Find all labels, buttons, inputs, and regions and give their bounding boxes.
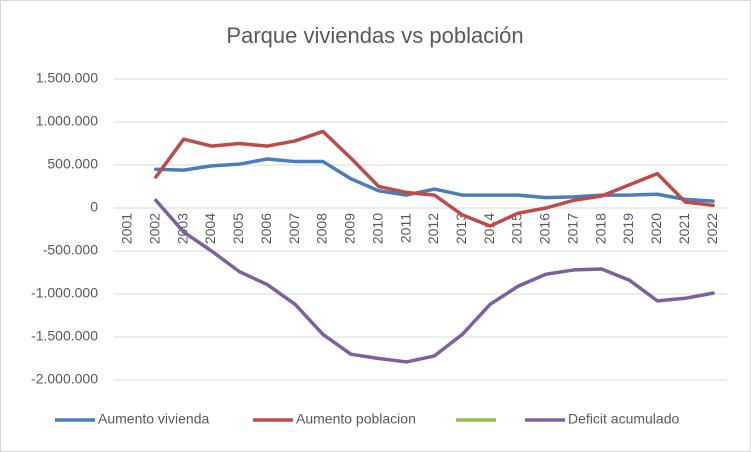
x-tick-label: 2006: [258, 213, 274, 244]
chart-title: Parque viviendas vs población: [226, 23, 523, 48]
legend-label: Aumento poblacion: [296, 411, 416, 427]
x-tick-label: 2014: [481, 213, 497, 244]
series-line: [154, 129, 715, 228]
x-tick-label: 2012: [425, 213, 441, 244]
x-tick-label: 2011: [397, 213, 413, 243]
y-tick-label: 1.500.000: [36, 70, 98, 86]
x-tick-label: 2001: [119, 213, 135, 244]
x-tick-label: 2016: [537, 213, 553, 244]
x-tick-label: 2005: [230, 213, 246, 244]
series-line: [154, 198, 715, 364]
y-tick-label: -1.000.000: [31, 285, 98, 301]
x-tick-label: 2002: [146, 213, 162, 244]
y-tick-label: 0: [90, 199, 98, 215]
x-tick-label: 2013: [453, 213, 469, 244]
legend-label: Deficit acumulado: [568, 411, 679, 427]
y-tick-label: -500.000: [43, 242, 98, 258]
x-tick-label: 2018: [592, 213, 608, 244]
x-tick-label: 2015: [509, 213, 525, 244]
y-tick-label: 1.000.000: [36, 113, 98, 129]
y-tick-label: 500.000: [47, 156, 98, 172]
x-tick-label: 2007: [286, 213, 302, 244]
x-tick-label: 2004: [202, 213, 218, 244]
x-tick-label: 2009: [342, 213, 358, 244]
legend-label: Aumento vivienda: [98, 411, 210, 427]
x-tick-label: 2008: [314, 213, 330, 244]
x-tick-label: 2020: [648, 213, 664, 244]
y-tick-label: -1.500.000: [31, 328, 98, 344]
series-line: [154, 157, 715, 203]
y-tick-label: -2.000.000: [31, 371, 98, 387]
x-tick-label: 2022: [704, 213, 720, 244]
x-tick-label: 2021: [676, 213, 692, 244]
x-tick-label: 2010: [369, 213, 385, 244]
x-tick-label: 2017: [564, 213, 580, 244]
x-tick-label: 2019: [620, 213, 636, 244]
